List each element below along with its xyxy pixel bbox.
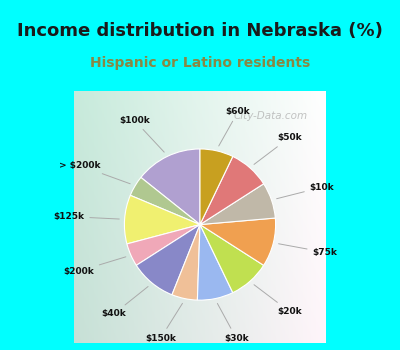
Text: $10k: $10k xyxy=(277,183,334,199)
Wedge shape xyxy=(200,218,276,265)
Text: $30k: $30k xyxy=(217,303,248,343)
Wedge shape xyxy=(141,149,200,225)
Wedge shape xyxy=(200,149,233,225)
Text: Income distribution in Nebraska (%): Income distribution in Nebraska (%) xyxy=(17,22,383,41)
Text: City-Data.com: City-Data.com xyxy=(234,111,308,121)
Text: $75k: $75k xyxy=(278,244,338,257)
Text: $100k: $100k xyxy=(119,116,164,152)
Text: $20k: $20k xyxy=(254,285,302,316)
Wedge shape xyxy=(200,184,275,225)
Text: $60k: $60k xyxy=(219,107,250,146)
Wedge shape xyxy=(127,225,200,265)
Text: $125k: $125k xyxy=(53,212,119,221)
Text: $50k: $50k xyxy=(254,133,302,164)
Text: > $200k: > $200k xyxy=(59,161,130,184)
Wedge shape xyxy=(136,225,200,295)
Text: $150k: $150k xyxy=(145,303,182,343)
Wedge shape xyxy=(130,177,200,225)
Text: Hispanic or Latino residents: Hispanic or Latino residents xyxy=(90,56,310,70)
Wedge shape xyxy=(200,156,264,225)
Wedge shape xyxy=(200,225,264,293)
Text: $200k: $200k xyxy=(63,257,126,276)
Wedge shape xyxy=(124,195,200,244)
Wedge shape xyxy=(197,225,233,300)
Wedge shape xyxy=(172,225,200,300)
Text: $40k: $40k xyxy=(102,287,148,318)
